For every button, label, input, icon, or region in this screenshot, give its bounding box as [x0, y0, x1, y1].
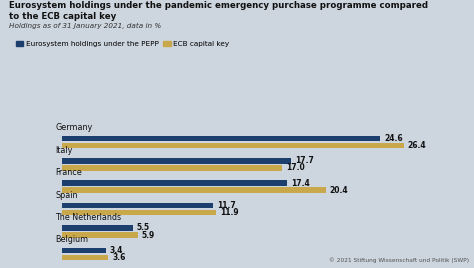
Text: 17.7: 17.7	[295, 156, 314, 165]
Text: Holdings as of 31 January 2021, data in %: Holdings as of 31 January 2021, data in …	[9, 23, 162, 29]
Bar	[62, 225, 133, 231]
Bar	[62, 187, 326, 193]
Text: 5.5: 5.5	[137, 224, 150, 232]
Bar	[62, 180, 287, 186]
Legend: Eurosystem holdings under the PEPP, ECB capital key: Eurosystem holdings under the PEPP, ECB …	[13, 38, 232, 50]
Text: 3.6: 3.6	[112, 253, 126, 262]
Text: 3.4: 3.4	[109, 246, 123, 255]
Text: Belgium: Belgium	[55, 235, 88, 244]
Text: 11.7: 11.7	[217, 201, 236, 210]
Text: 17.0: 17.0	[286, 163, 304, 172]
Text: Germany: Germany	[55, 124, 92, 132]
Bar	[62, 143, 404, 148]
Bar	[62, 248, 106, 253]
Bar	[62, 232, 138, 238]
Text: 20.4: 20.4	[330, 186, 348, 195]
Text: France: France	[55, 168, 82, 177]
Text: Spain: Spain	[55, 191, 78, 200]
Text: Italy: Italy	[55, 146, 73, 155]
Bar	[62, 165, 282, 171]
Bar	[62, 136, 380, 141]
Text: © 2021 Stiftung Wissenschaft und Politik (SWP): © 2021 Stiftung Wissenschaft und Politik…	[329, 257, 469, 263]
Bar	[62, 158, 291, 164]
Text: The Netherlands: The Netherlands	[55, 213, 121, 222]
Text: 5.9: 5.9	[142, 230, 155, 240]
Text: 11.9: 11.9	[219, 208, 238, 217]
Bar	[62, 210, 216, 215]
Text: 17.4: 17.4	[291, 179, 310, 188]
Bar	[62, 203, 213, 209]
Text: Eurosystem holdings under the pandemic emergency purchase programme compared: Eurosystem holdings under the pandemic e…	[9, 1, 428, 10]
Text: to the ECB capital key: to the ECB capital key	[9, 12, 117, 21]
Text: 26.4: 26.4	[408, 141, 426, 150]
Text: 24.6: 24.6	[384, 134, 403, 143]
Bar	[62, 255, 108, 260]
